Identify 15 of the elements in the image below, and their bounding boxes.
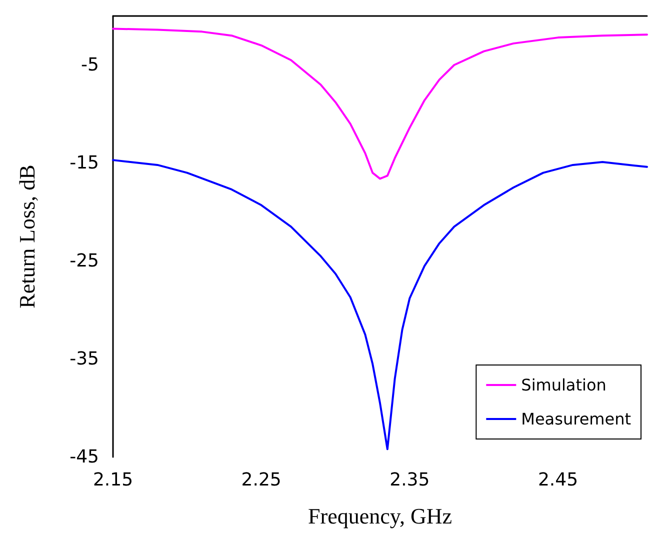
y-tick-label: -25 [70,250,99,272]
x-tick-label: 2.45 [538,470,578,490]
y-axis-title: Return Loss, dB [14,164,40,308]
x-tick-label: 2.35 [390,470,430,490]
x-tick-label: 2.25 [241,470,282,490]
y-tick-label: -15 [70,152,99,174]
line-series [112,159,648,450]
y-tick-label: -35 [70,348,99,370]
y-tick-label: -45 [70,446,99,468]
line-series [112,28,648,180]
x-axis-title: Frequency, GHz [308,504,452,528]
legend-label: Simulation [521,376,606,394]
y-tick-label: -5 [81,54,99,76]
legend-label: Measurement [521,410,631,428]
x-tick-label: 2.15 [92,470,134,490]
